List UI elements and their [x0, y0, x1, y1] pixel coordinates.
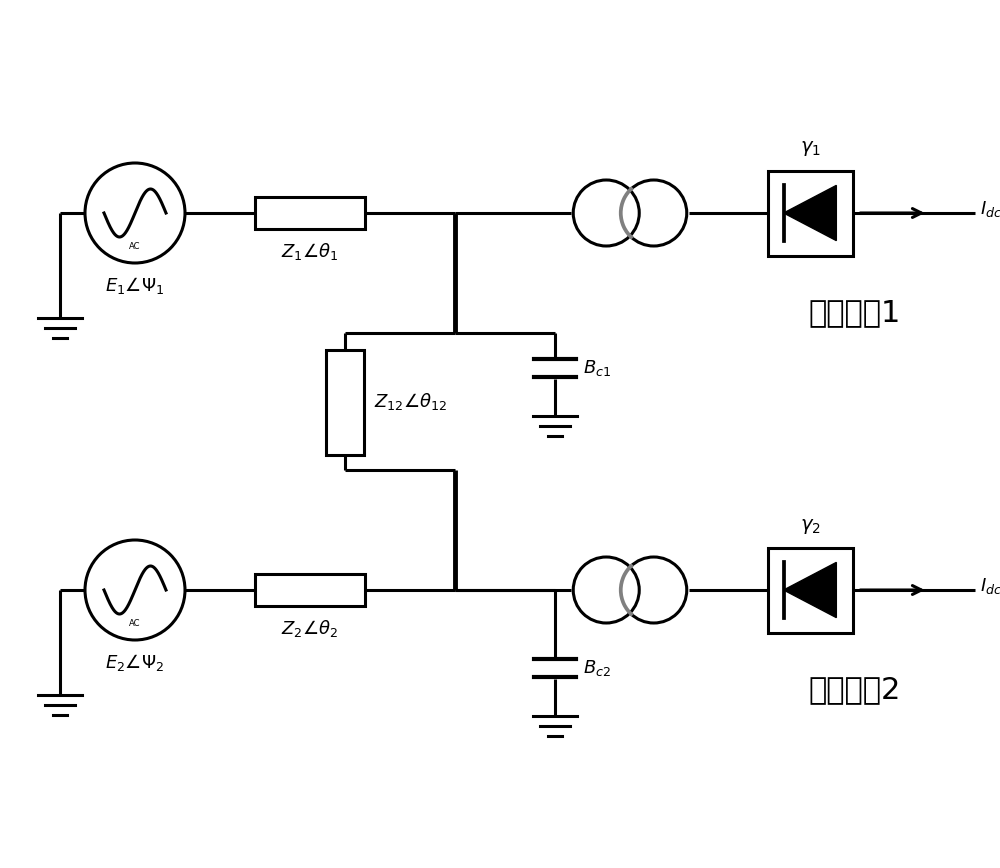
Circle shape: [85, 163, 185, 263]
Bar: [255, 197, 365, 229]
Text: $\gamma_2$: $\gamma_2$: [800, 516, 820, 536]
Polygon shape: [784, 562, 836, 618]
Bar: [255, 574, 365, 606]
Circle shape: [573, 557, 639, 623]
Text: $B_{c1}$: $B_{c1}$: [583, 358, 611, 378]
Text: $Z_{12}\angle\theta_{12}$: $Z_{12}\angle\theta_{12}$: [374, 391, 447, 412]
Text: $Z_1\angle\theta_1$: $Z_1\angle\theta_1$: [281, 241, 339, 262]
Text: $B_{c2}$: $B_{c2}$: [583, 658, 611, 678]
Text: $\gamma_1$: $\gamma_1$: [800, 140, 820, 159]
Circle shape: [573, 180, 639, 246]
Text: $E_1\angle\Psi_1$: $E_1\angle\Psi_1$: [105, 275, 165, 296]
Text: $E_2\angle\Psi_2$: $E_2\angle\Psi_2$: [105, 652, 165, 673]
Text: AC: AC: [129, 619, 141, 628]
Bar: [768, 170, 852, 255]
Bar: [768, 548, 852, 633]
Text: AC: AC: [129, 242, 141, 251]
Circle shape: [621, 180, 687, 246]
Circle shape: [621, 557, 687, 623]
Text: 直流系统1: 直流系统1: [809, 299, 901, 327]
Text: 直流系统2: 直流系统2: [809, 675, 901, 705]
Bar: [326, 350, 364, 455]
Text: $I_{dc1}$: $I_{dc1}$: [980, 199, 1000, 219]
Text: $Z_2\angle\theta_2$: $Z_2\angle\theta_2$: [281, 618, 339, 639]
Text: $I_{dc2}$: $I_{dc2}$: [980, 576, 1000, 596]
Circle shape: [85, 540, 185, 640]
Polygon shape: [784, 186, 836, 240]
